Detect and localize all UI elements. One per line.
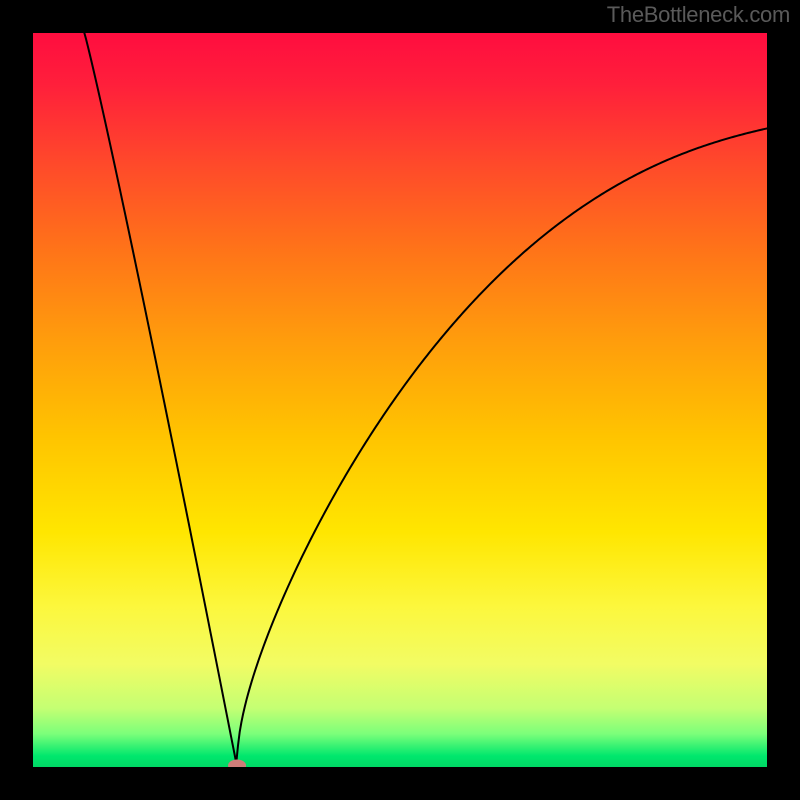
plot-area <box>33 33 767 767</box>
gradient-background <box>33 33 767 767</box>
chart-container: TheBottleneck.com <box>0 0 800 800</box>
plot-svg <box>33 33 767 767</box>
watermark-text: TheBottleneck.com <box>607 2 790 28</box>
